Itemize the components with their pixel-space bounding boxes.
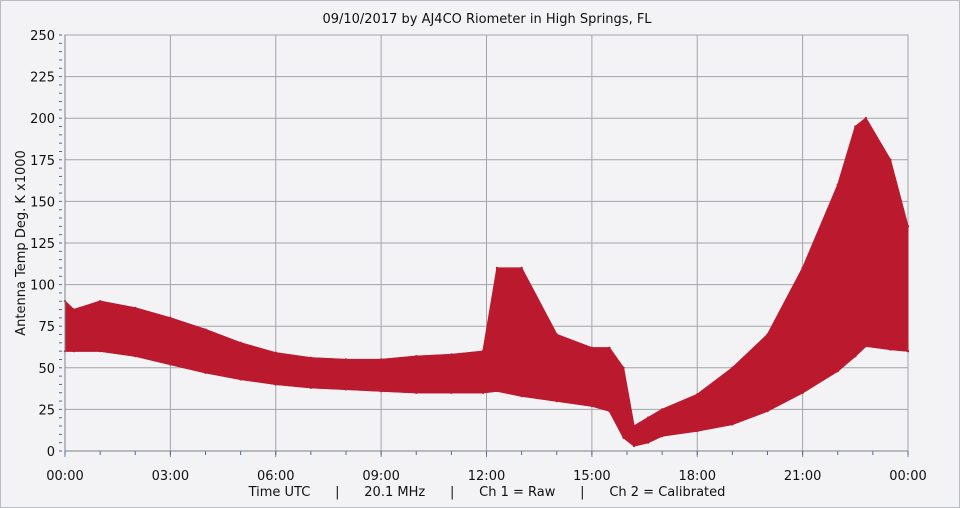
data-point-max <box>906 225 910 228</box>
data-point-min <box>481 391 485 394</box>
data-point-min <box>632 444 636 448</box>
data-point-min <box>169 363 172 366</box>
y-tick-label: 50 <box>38 362 55 377</box>
data-point-min <box>309 386 313 389</box>
data-point-min <box>646 441 650 444</box>
data-series <box>63 117 910 448</box>
data-point-min <box>450 391 453 394</box>
data-point-max <box>98 300 102 303</box>
data-point-min <box>344 388 348 391</box>
data-point-max <box>239 341 242 345</box>
data-point-max <box>731 366 734 369</box>
x-tick-label: 21:00 <box>784 469 821 484</box>
data-point-max <box>622 366 625 369</box>
data-point-max <box>646 416 650 419</box>
data-point-max <box>415 354 418 358</box>
data-point-min <box>204 371 207 374</box>
data-point-min <box>98 349 102 353</box>
data-point-min <box>239 378 242 381</box>
y-tick-label: 225 <box>30 71 55 86</box>
data-point-max <box>204 328 207 331</box>
series-min-line <box>65 345 909 447</box>
y-tick-label: 175 <box>30 154 55 169</box>
data-point-min <box>134 354 137 358</box>
data-point-max <box>801 266 804 270</box>
data-point-max <box>72 308 75 311</box>
y-tick-label: 75 <box>38 320 55 335</box>
x-tick-label: 06:00 <box>257 469 294 484</box>
data-point-max <box>309 356 313 360</box>
axes: 0 25 50 75 100 125 150 175 200 225 250 00:00 03:00 06… <box>30 29 927 484</box>
data-point-max <box>864 117 868 120</box>
data-point-max <box>836 183 839 186</box>
y-tick-label: 0 <box>47 445 55 460</box>
data-point-max <box>766 333 769 336</box>
data-point-max <box>344 358 348 361</box>
data-point-max <box>450 353 453 356</box>
data-point-max <box>379 358 383 361</box>
data-point-min <box>766 409 769 413</box>
y-tick-label: 150 <box>30 195 55 210</box>
data-point-min <box>608 409 611 413</box>
data-point-min <box>731 423 734 426</box>
data-point-max <box>481 349 485 353</box>
data-point-max <box>555 333 558 336</box>
data-point-max <box>520 266 523 270</box>
y-tick-label: 125 <box>30 237 55 252</box>
y-tick-label: 200 <box>30 112 55 127</box>
data-point-min <box>864 344 868 348</box>
data-point-max <box>660 408 664 411</box>
data-point-min <box>274 383 277 386</box>
chart-title: 09/10/2017 by AJ4CO Riometer in High Spr… <box>322 12 652 27</box>
x-tick-label: 03:00 <box>152 469 189 484</box>
x-tick-label: 15:00 <box>573 469 610 484</box>
x-tick-label: 18:00 <box>679 469 716 484</box>
data-point-max <box>889 158 892 161</box>
x-tick-label: 09:00 <box>362 469 399 484</box>
y-tick-label: 25 <box>38 403 55 418</box>
data-point-min <box>555 399 558 403</box>
data-point-max <box>590 346 594 350</box>
data-point-min <box>854 354 857 358</box>
data-point-min <box>889 348 892 351</box>
data-point-min <box>696 429 699 433</box>
data-point-max <box>274 351 277 355</box>
data-point-min <box>495 389 499 393</box>
data-point-min <box>72 349 75 353</box>
data-point-min <box>836 369 839 373</box>
data-point-max <box>854 125 857 128</box>
data-point-min <box>906 349 910 353</box>
x-tick-label: 00:00 <box>46 469 83 484</box>
data-point-max <box>696 393 699 396</box>
data-point-min <box>520 394 523 398</box>
data-point-max <box>169 316 172 320</box>
x-axis-label: Time UTC | 20.1 MHz | Ch 1 = Raw | Ch 2 … <box>248 485 726 500</box>
data-point-min <box>660 434 664 438</box>
x-tick-label: 00:00 <box>889 469 926 484</box>
y-tick-label: 100 <box>30 279 55 294</box>
data-point-min <box>379 389 383 393</box>
series-max-line <box>64 117 909 427</box>
data-point-max <box>608 346 611 350</box>
data-point-min <box>801 391 804 394</box>
data-point-min <box>415 391 418 394</box>
data-point-min <box>622 436 625 439</box>
data-point-max <box>134 306 137 310</box>
x-tick-label: 12:00 <box>468 469 505 484</box>
data-point-max <box>495 266 499 270</box>
data-point-max <box>632 424 636 428</box>
y-tick-label: 250 <box>30 29 55 44</box>
data-point-min <box>590 404 594 408</box>
y-axis-label: Antenna Temp Deg. K x1000 <box>14 150 29 336</box>
